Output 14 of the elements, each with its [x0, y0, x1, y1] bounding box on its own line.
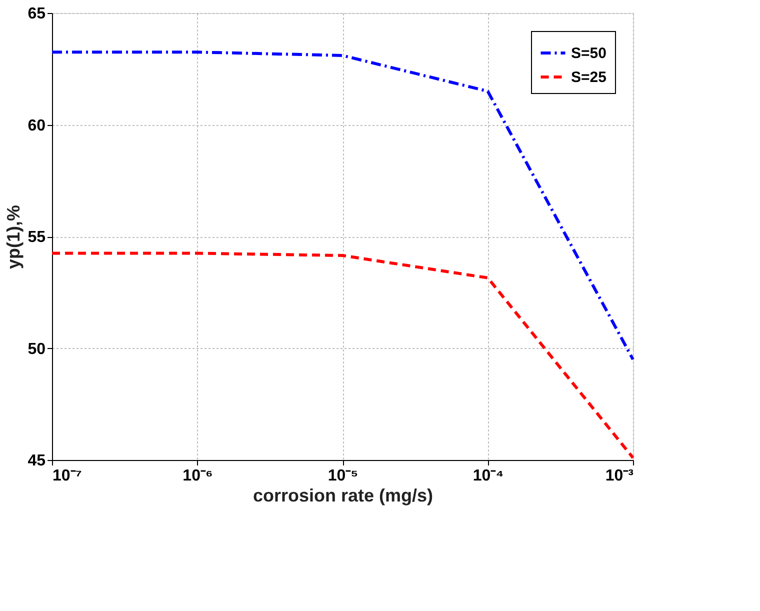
- y-tick-label: 65: [28, 6, 46, 22]
- x-tick-label: 10⁻³: [605, 468, 634, 484]
- x-tick-label: 10⁻⁷: [52, 468, 82, 484]
- x-axis-title: corrosion rate (mg/s): [252, 486, 434, 506]
- legend-label: S=25: [571, 69, 606, 86]
- x-tick-label: 10⁻⁵: [328, 468, 358, 484]
- legend-label: S=50: [571, 45, 606, 62]
- y-axis-title: yp(1),%: [4, 204, 24, 270]
- y-tick-label: 45: [28, 452, 46, 470]
- x-tick-label: 10⁻⁶: [182, 468, 213, 484]
- y-tick-label: 55: [28, 229, 46, 246]
- x-tick-label: 10⁻⁴: [472, 468, 504, 484]
- y-tick-label: 50: [28, 340, 46, 358]
- y-tick-label: 60: [28, 117, 46, 134]
